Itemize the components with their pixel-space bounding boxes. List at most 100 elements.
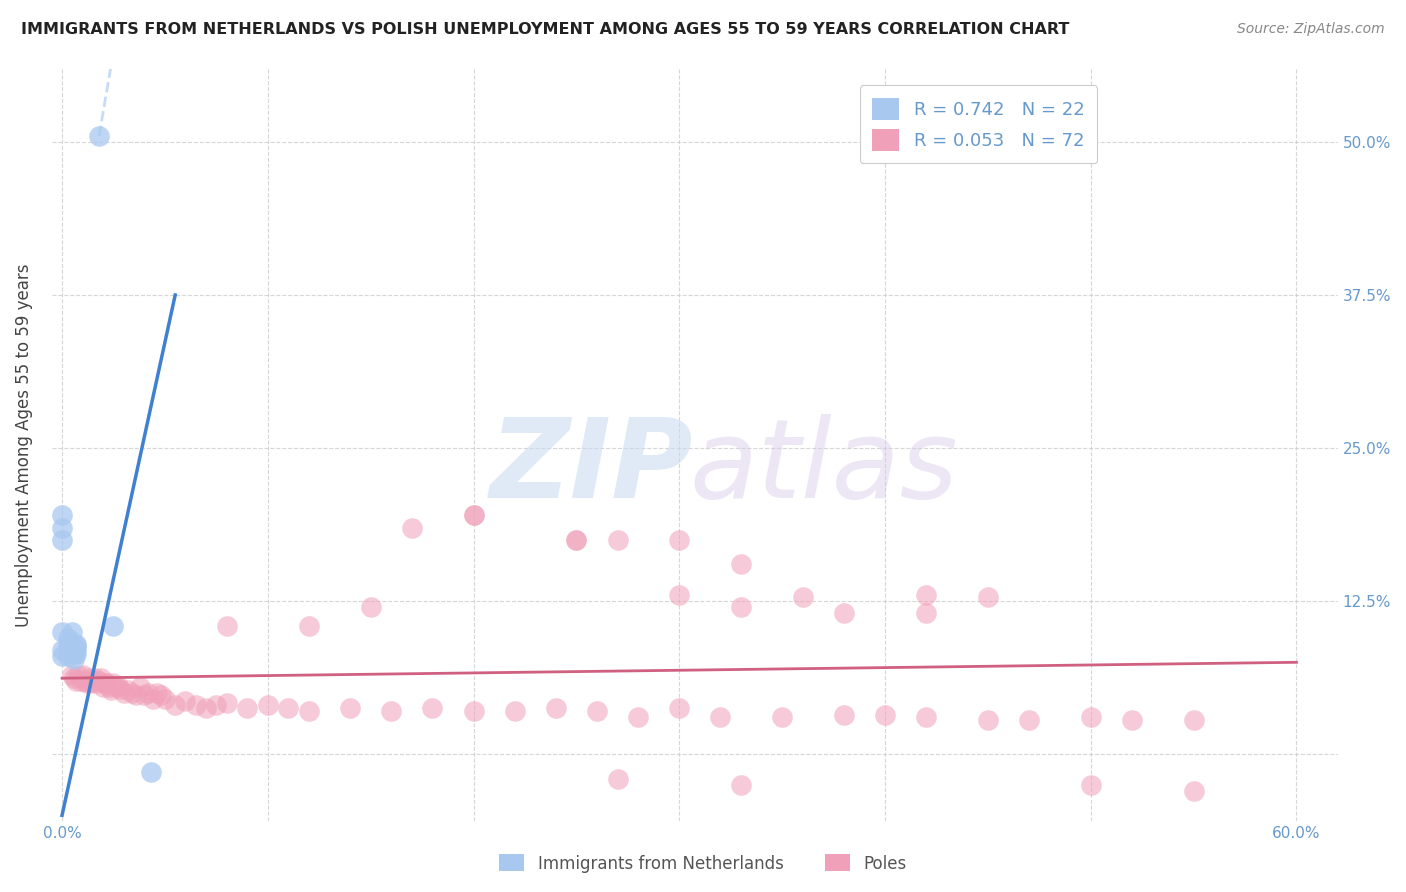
Point — [709, 710, 731, 724]
Point — [51, 624, 73, 639]
Point — [360, 600, 382, 615]
Point — [125, 689, 148, 703]
Point — [627, 710, 650, 724]
Point — [1121, 713, 1143, 727]
Point — [1182, 713, 1205, 727]
Point — [503, 704, 526, 718]
Point — [236, 700, 259, 714]
Point — [832, 708, 855, 723]
Point — [422, 700, 444, 714]
Point — [339, 700, 361, 714]
Point — [730, 600, 752, 615]
Point — [138, 686, 160, 700]
Point — [63, 651, 86, 665]
Point — [87, 673, 110, 688]
Point — [205, 698, 228, 713]
Point — [1018, 713, 1040, 727]
Point — [65, 640, 87, 654]
Point — [380, 704, 402, 718]
Point — [668, 700, 690, 714]
Point — [96, 676, 118, 690]
Point — [565, 533, 588, 547]
Text: atlas: atlas — [689, 414, 957, 521]
Point — [121, 686, 143, 700]
Point — [165, 698, 187, 713]
Point — [401, 521, 423, 535]
Text: IMMIGRANTS FROM NETHERLANDS VS POLISH UNEMPLOYMENT AMONG AGES 55 TO 59 YEARS COR: IMMIGRANTS FROM NETHERLANDS VS POLISH UN… — [21, 22, 1070, 37]
Point — [153, 692, 176, 706]
Point — [65, 643, 87, 657]
Point — [104, 680, 127, 694]
Point — [134, 689, 156, 703]
Point — [108, 682, 131, 697]
Point — [63, 671, 86, 685]
Point — [67, 667, 90, 681]
Point — [65, 673, 87, 688]
Point — [1182, 784, 1205, 798]
Point — [1080, 710, 1102, 724]
Point — [90, 671, 112, 685]
Point — [100, 683, 122, 698]
Point — [832, 607, 855, 621]
Point — [463, 508, 485, 523]
Point — [1080, 778, 1102, 792]
Point — [84, 671, 107, 685]
Point — [730, 558, 752, 572]
Point — [792, 591, 814, 605]
Point — [770, 710, 793, 724]
Point — [565, 533, 588, 547]
Point — [544, 700, 567, 714]
Point — [277, 700, 299, 714]
Point — [606, 533, 628, 547]
Point — [73, 673, 96, 688]
Point — [606, 772, 628, 786]
Point — [51, 643, 73, 657]
Point — [215, 696, 238, 710]
Point — [195, 700, 218, 714]
Point — [72, 667, 94, 681]
Point — [51, 521, 73, 535]
Point — [107, 679, 129, 693]
Point — [60, 624, 83, 639]
Point — [112, 686, 135, 700]
Point — [145, 686, 167, 700]
Point — [63, 647, 86, 661]
Point — [586, 704, 609, 718]
Point — [58, 649, 80, 664]
Point — [86, 676, 108, 690]
Point — [60, 667, 83, 681]
Point — [103, 676, 125, 690]
Point — [977, 713, 1000, 727]
Point — [174, 694, 197, 708]
Point — [51, 508, 73, 523]
Point — [915, 588, 938, 602]
Point — [76, 676, 98, 690]
Point — [668, 533, 690, 547]
Point — [915, 607, 938, 621]
Point — [98, 680, 121, 694]
Point — [117, 683, 139, 698]
Point — [298, 704, 321, 718]
Point — [51, 649, 73, 664]
Legend: R = 0.742   N = 22, R = 0.053   N = 72: R = 0.742 N = 22, R = 0.053 N = 72 — [859, 85, 1097, 163]
Text: ZIP: ZIP — [491, 414, 693, 521]
Point — [463, 704, 485, 718]
Point — [91, 680, 114, 694]
Point — [87, 128, 110, 143]
Point — [51, 533, 73, 547]
Point — [298, 618, 321, 632]
Point — [730, 778, 752, 792]
Point — [65, 647, 87, 661]
Point — [184, 698, 207, 713]
Point — [668, 588, 690, 602]
Point — [463, 508, 485, 523]
Point — [58, 643, 80, 657]
Point — [256, 698, 278, 713]
Point — [80, 676, 103, 690]
Legend: Immigrants from Netherlands, Poles: Immigrants from Netherlands, Poles — [492, 847, 914, 880]
Point — [977, 591, 1000, 605]
Point — [129, 680, 152, 694]
Point — [65, 637, 87, 651]
Point — [103, 618, 125, 632]
Point — [77, 671, 100, 685]
